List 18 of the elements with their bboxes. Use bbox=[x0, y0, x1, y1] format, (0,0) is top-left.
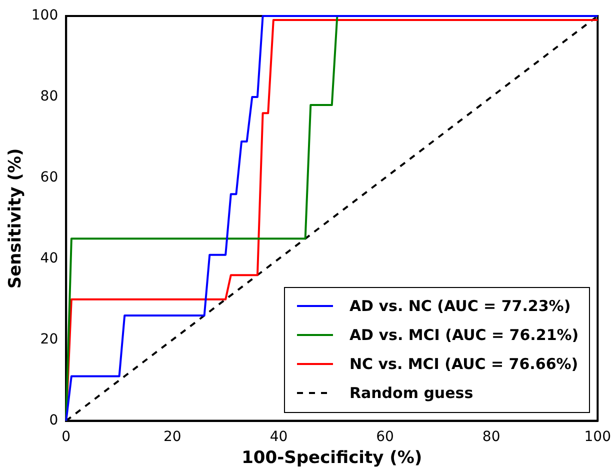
x-tick-label: 80 bbox=[482, 428, 500, 445]
legend-label: AD vs. NC (AUC = 77.23%) bbox=[349, 297, 571, 316]
y-tick-label: 100 bbox=[31, 8, 58, 24]
x-tick-label: 0 bbox=[62, 428, 71, 445]
x-axis-title: 100-Specificity (%) bbox=[242, 448, 422, 468]
x-tick-label: 20 bbox=[164, 428, 182, 445]
y-tick-label: 20 bbox=[40, 331, 58, 348]
y-tick-label: 80 bbox=[40, 88, 58, 105]
x-tick-label: 60 bbox=[376, 428, 394, 445]
x-tick-label: 40 bbox=[270, 428, 288, 445]
y-tick-label: 40 bbox=[40, 250, 58, 267]
legend-label: AD vs. MCI (AUC = 76.21%) bbox=[349, 326, 579, 344]
x-tick-label: 100 bbox=[584, 428, 612, 445]
y-axis-title: Sensitivity (%) bbox=[6, 148, 26, 289]
y-tick-label: 60 bbox=[40, 170, 58, 186]
legend-label: Random guess bbox=[349, 384, 474, 402]
y-tick-label: 0 bbox=[49, 412, 58, 428]
legend-label: NC vs. MCI (AUC = 76.66%) bbox=[349, 355, 578, 374]
